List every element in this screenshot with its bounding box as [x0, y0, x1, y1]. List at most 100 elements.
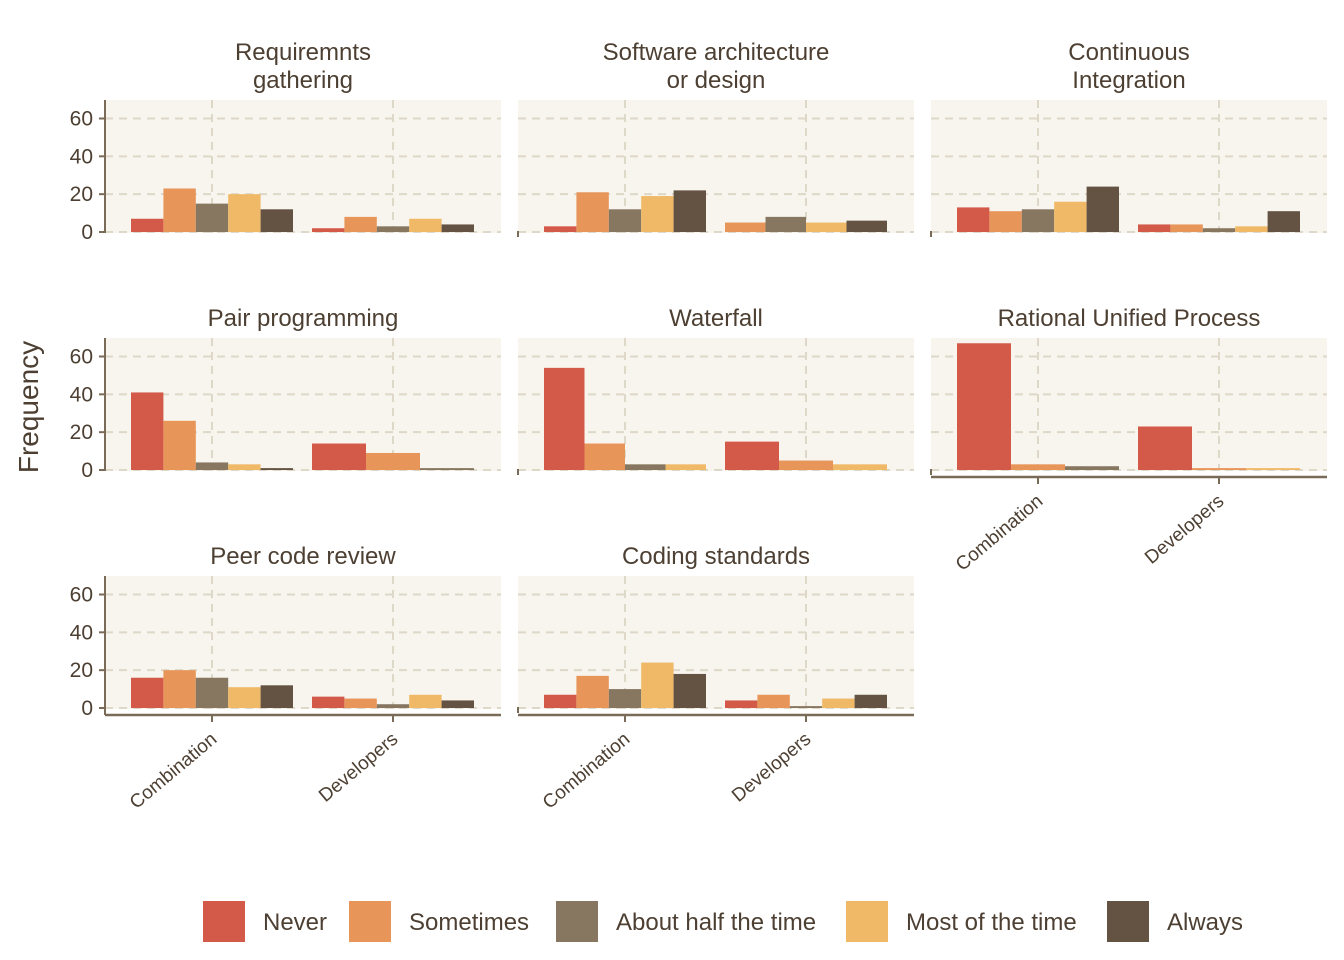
- bar-combination-always: [673, 673, 706, 708]
- bar-developers-never: [1138, 426, 1192, 470]
- legend-swatch: [349, 901, 391, 942]
- bar-combination-never: [544, 694, 577, 708]
- facet-waterfall: Waterfall: [517, 305, 914, 475]
- bar-combination-sometimes: [989, 211, 1022, 232]
- facet-peer-code-review: Peer code review 0 20 40 60 Combination Develo…: [70, 543, 501, 813]
- bar-developers-about-half-the-time: [420, 468, 474, 470]
- bar-combination-sometimes: [163, 188, 196, 232]
- bar-developers-most-of-the-time: [833, 464, 887, 470]
- bar-combination-always: [260, 468, 293, 470]
- y-tick-label: 0: [81, 697, 93, 720]
- legend-label: About half the time: [616, 909, 816, 936]
- facet-title: Coding standards: [622, 543, 810, 570]
- facet-title: Integration: [1072, 67, 1185, 94]
- facet-title: Continuous: [1068, 39, 1189, 66]
- bar-combination-sometimes: [1011, 464, 1065, 470]
- bar-combination-sometimes: [584, 443, 625, 470]
- bar-developers-always: [441, 224, 474, 232]
- legend: Never Sometimes About half the time Most of…: [203, 901, 1243, 942]
- bar-developers-sometimes: [779, 460, 833, 470]
- facet-coding-standards: Coding standards Combination Developers: [517, 543, 914, 814]
- bar-combination-never: [957, 343, 1011, 470]
- y-tick-label: 60: [70, 584, 93, 607]
- bar-developers-most-of-the-time: [1235, 226, 1268, 232]
- bar-combination-most-of-the-time: [641, 196, 674, 232]
- legend-label: Never: [263, 909, 327, 936]
- bar-combination-most-of-the-time: [228, 687, 261, 708]
- bar-developers-most-of-the-time: [409, 218, 442, 232]
- bar-combination-most-of-the-time: [641, 662, 674, 708]
- facet-title: Requiremnts: [235, 39, 371, 66]
- bar-combination-most-of-the-time: [665, 464, 706, 470]
- bar-combination-never: [131, 392, 164, 470]
- bar-combination-most-of-the-time: [1054, 201, 1087, 232]
- facet-title: Waterfall: [669, 305, 763, 332]
- bar-developers-always: [854, 694, 887, 708]
- bar-developers-sometimes: [1192, 468, 1246, 470]
- legend-item-about-half-the-time: About half the time: [556, 901, 816, 942]
- y-tick-label: 40: [70, 383, 93, 406]
- bar-combination-always: [673, 190, 706, 232]
- facet-rational-unified-process: Rational Unified Process Combination Devel…: [930, 305, 1327, 575]
- legend-swatch: [203, 901, 245, 942]
- bar-combination-sometimes: [576, 675, 609, 708]
- bar-developers-sometimes: [725, 222, 766, 232]
- x-tick-label: Developers: [728, 729, 815, 807]
- bar-combination-about-half-the-time: [608, 209, 642, 232]
- y-tick-label: 20: [70, 421, 93, 444]
- bar-combination-about-half-the-time: [625, 464, 666, 470]
- bar-combination-never: [544, 226, 577, 232]
- bar-combination-most-of-the-time: [228, 194, 261, 232]
- bar-combination-about-half-the-time: [195, 203, 229, 232]
- bar-combination-never: [131, 218, 164, 232]
- bar-combination-sometimes: [163, 670, 196, 708]
- legend-swatch: [556, 901, 598, 942]
- bar-combination-about-half-the-time: [1065, 466, 1119, 470]
- bar-developers-never: [312, 228, 345, 232]
- bar-developers-most-of-the-time: [409, 694, 442, 708]
- facet-title: Software architecture: [603, 39, 830, 66]
- bar-combination-about-half-the-time: [608, 689, 642, 708]
- bar-developers-never: [725, 700, 758, 708]
- bar-developers-about-half-the-time: [1202, 228, 1236, 232]
- y-tick-label: 20: [70, 659, 93, 682]
- bar-developers-sometimes: [344, 698, 377, 708]
- bar-developers-about-half-the-time: [789, 706, 823, 708]
- legend-label: Sometimes: [409, 909, 529, 936]
- bar-combination-never: [544, 367, 585, 470]
- bar-combination-about-half-the-time: [195, 462, 229, 470]
- y-tick-label: 0: [81, 221, 93, 244]
- y-tick-label: 20: [70, 183, 93, 206]
- panel-background: [931, 100, 1327, 233]
- y-axis-title: Frequency: [13, 341, 44, 473]
- y-tick-label: 40: [70, 621, 93, 644]
- bar-developers-always: [441, 700, 474, 708]
- legend-label: Most of the time: [906, 909, 1077, 936]
- y-tick-label: 60: [70, 108, 93, 131]
- x-tick-label: Developers: [315, 729, 402, 807]
- bar-combination-always: [260, 209, 293, 232]
- x-tick-label: Combination: [539, 729, 634, 814]
- bar-developers-sometimes: [366, 452, 420, 470]
- facet-title: or design: [667, 67, 766, 94]
- bar-developers-most-of-the-time: [822, 698, 855, 708]
- bar-combination-about-half-the-time: [1021, 209, 1055, 232]
- legend-swatch: [846, 901, 888, 942]
- facet-title: gathering: [253, 67, 353, 94]
- y-tick-label: 60: [70, 346, 93, 369]
- bar-developers-most-of-the-time: [1246, 468, 1300, 470]
- bar-developers-about-half-the-time: [376, 226, 410, 232]
- facet-pair-programming: Pair programming 0 20 40 60: [70, 305, 501, 482]
- bar-developers-about-half-the-time: [376, 704, 410, 708]
- bar-developers-never: [312, 696, 345, 708]
- bar-developers-never: [312, 443, 366, 470]
- bar-combination-sometimes: [163, 420, 196, 470]
- bar-developers-most-of-the-time: [806, 222, 847, 232]
- bar-combination-sometimes: [576, 192, 609, 232]
- x-tick-label: Developers: [1141, 491, 1228, 569]
